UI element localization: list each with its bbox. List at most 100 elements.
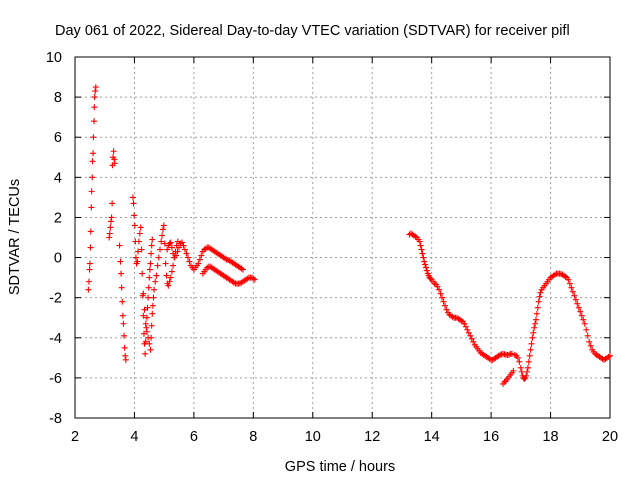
data-point [577, 308, 584, 315]
data-point [581, 320, 588, 327]
data-point [121, 344, 128, 351]
data-point [416, 238, 423, 245]
data-point [134, 258, 141, 265]
data-point [85, 286, 92, 293]
y-tick-label: 8 [54, 90, 62, 106]
data-point [467, 332, 474, 339]
data-point [195, 260, 202, 267]
data-point [436, 286, 443, 293]
data-point [167, 274, 174, 281]
data-point [571, 292, 578, 299]
data-point [142, 338, 149, 345]
data-point [139, 270, 146, 277]
data-point [511, 351, 518, 358]
data-point [525, 358, 532, 365]
data-point [569, 288, 576, 295]
data-point [142, 350, 149, 357]
data-point [575, 304, 582, 311]
data-point [531, 324, 538, 331]
data-point [120, 320, 127, 327]
data-point [143, 314, 150, 321]
data-point [250, 275, 257, 282]
chart-title: Day 061 of 2022, Sidereal Day-to-day VTE… [55, 23, 570, 39]
data-point [528, 340, 535, 347]
data-point [198, 252, 205, 259]
data-point [119, 312, 126, 319]
data-point [437, 290, 444, 297]
x-tick-label: 6 [190, 429, 198, 445]
data-point [170, 262, 177, 269]
data-point [521, 375, 528, 382]
data-point [143, 328, 150, 335]
data-point [421, 258, 428, 265]
data-point [526, 352, 533, 359]
data-point [516, 358, 523, 365]
data-point [180, 242, 187, 249]
data-point [118, 284, 125, 291]
data-point [152, 278, 159, 285]
data-point [91, 104, 98, 111]
data-point [148, 242, 155, 249]
data-point [529, 334, 536, 341]
data-point [135, 238, 142, 245]
data-point [518, 368, 525, 375]
data-point [89, 158, 96, 165]
data-point [143, 324, 150, 331]
data-point [586, 338, 593, 345]
data-point [537, 289, 544, 296]
data-point [239, 266, 246, 273]
data-point [164, 246, 171, 253]
y-tick-label: 10 [46, 50, 62, 66]
data-point [583, 326, 590, 333]
data-point [165, 282, 172, 289]
data-point [131, 212, 138, 219]
data-point [508, 350, 515, 357]
x-tick-label: 12 [364, 429, 380, 445]
data-point [418, 246, 425, 253]
data-point [183, 250, 190, 257]
data-point [86, 260, 93, 267]
tick-labels: 2 4 6 8 10 12 14 16 18 20 -8 -6 -4 -2 0 2 4 6 8 10 [46, 50, 618, 445]
x-tick-label: 2 [71, 429, 79, 445]
x-tick-label: 20 [602, 429, 618, 445]
data-point [136, 230, 143, 237]
data-point [149, 310, 156, 317]
data-point [578, 312, 585, 319]
data-point [523, 372, 530, 379]
data-point [442, 302, 449, 309]
data-point [85, 278, 92, 285]
data-point [87, 228, 94, 235]
data-point [138, 246, 145, 253]
data-point [166, 278, 173, 285]
plot-frame [74, 56, 611, 419]
data-point [141, 306, 148, 313]
axis-ticks [74, 56, 611, 419]
data-point [91, 118, 98, 125]
data-point [439, 294, 446, 301]
y-tick-label: -6 [49, 371, 62, 387]
y-tick-label: 6 [54, 130, 62, 146]
data-point [533, 310, 540, 317]
data-point [443, 306, 450, 313]
data-point [146, 340, 153, 347]
data-point [129, 194, 136, 201]
y-tick-label: 2 [54, 210, 62, 226]
data-point [159, 232, 166, 239]
data-point [92, 84, 99, 91]
data-point [151, 286, 158, 293]
data-point [142, 320, 149, 327]
data-point [465, 329, 472, 336]
data-point [117, 258, 124, 265]
data-point [149, 302, 156, 309]
data-point [153, 272, 160, 279]
y-tick-label: -2 [49, 291, 62, 307]
data-point [88, 204, 95, 211]
data-point [149, 236, 156, 243]
data-point [88, 188, 95, 195]
data-point [427, 275, 434, 282]
x-tick-label: 4 [130, 429, 138, 445]
data-point [86, 266, 93, 273]
data-point [157, 246, 164, 253]
data-point [122, 356, 129, 363]
